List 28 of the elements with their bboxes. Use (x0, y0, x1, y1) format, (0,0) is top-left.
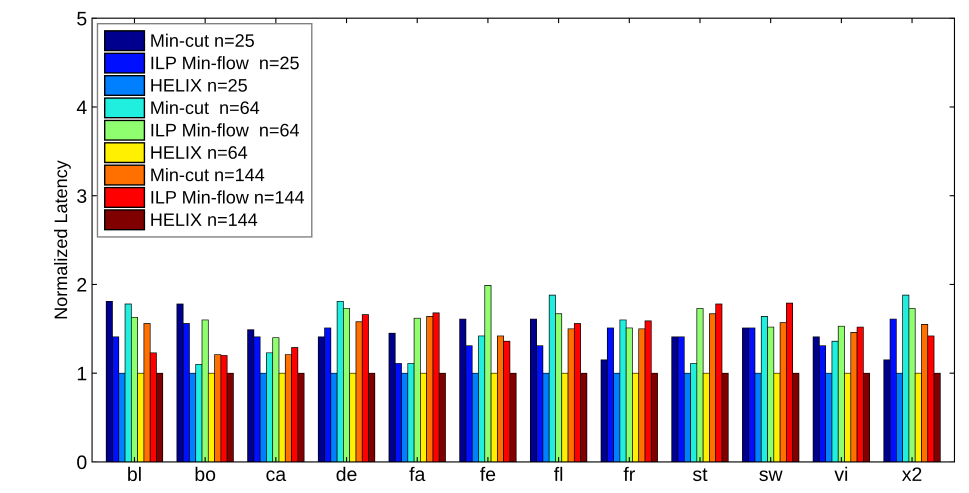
legend-label: Min-cut n=64 (151, 100, 260, 114)
x-tick-label: bo (196, 466, 216, 482)
legend-label: Min-cut n=25 (151, 34, 254, 47)
x-tick-label: vi (834, 466, 848, 481)
legend-label: HELIX n=144 (151, 213, 258, 226)
x-tick-label: de (336, 466, 356, 482)
legend-label: HELIX n=64 (151, 146, 248, 159)
y-tick-label: 2 (77, 278, 86, 292)
x-tick-label: st (692, 468, 708, 482)
legend-label: ILP Min-flow n=25 (152, 56, 299, 70)
x-tick-label: x2 (902, 467, 922, 481)
y-tick-label: 3 (77, 189, 86, 203)
y-tick-label: 1 (78, 366, 86, 380)
x-tick-label: bl (128, 466, 141, 482)
legend-label: ILP Min-flow n=144 (152, 190, 304, 204)
x-tick-label: fe (480, 466, 496, 482)
legend-label: Min-cut n=144 (151, 168, 264, 182)
legend-label: HELIX n=25 (151, 78, 247, 92)
y-tick-label: 0 (77, 455, 86, 470)
x-tick-label: sw (759, 470, 783, 482)
y-tick-label: 4 (76, 100, 87, 114)
y-axis-title: Normalized Latency (54, 160, 71, 318)
x-tick-label: fr (624, 466, 635, 481)
x-tick-label: ca (266, 470, 286, 482)
legend-label: ILP Min-flow n=64 (152, 123, 300, 136)
y-tick-label: 5 (77, 12, 86, 26)
x-tick-label: fa (409, 466, 426, 482)
x-tick-label: fl (554, 466, 562, 481)
